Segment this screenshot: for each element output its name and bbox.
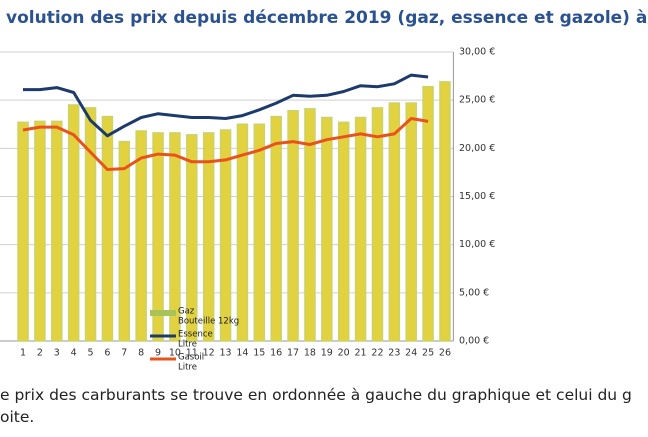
bar	[253, 123, 266, 342]
x-tick-label: 10	[169, 348, 181, 359]
bar	[371, 107, 384, 342]
x-tick-label: 14	[236, 348, 248, 359]
bar	[135, 130, 147, 342]
caption-line: e prix des carburants se trouve en ordon…	[0, 386, 632, 404]
bar	[287, 110, 299, 342]
bar	[67, 104, 80, 342]
bar	[169, 132, 181, 342]
y-tick-label: 10,00 €	[459, 239, 495, 250]
bar	[118, 140, 131, 342]
y-tick-label: 5,00 €	[459, 287, 489, 298]
x-tick-label: 26	[439, 348, 451, 359]
bar	[152, 132, 164, 342]
bar	[17, 121, 29, 342]
chart: volution des prix depuis décembre 2019 (…	[0, 8, 648, 373]
x-tick-label: 19	[321, 348, 333, 359]
bar	[321, 116, 333, 342]
bar	[186, 134, 198, 342]
bar	[337, 121, 350, 342]
x-tick-label: 11	[186, 348, 198, 359]
legend-label: Bouteille 12kg	[178, 317, 239, 327]
legend-swatch	[150, 310, 176, 316]
chart-title: volution des prix depuis décembre 2019 (…	[6, 8, 648, 28]
bar	[439, 81, 451, 342]
legend-label: Litre	[178, 363, 197, 373]
bar	[388, 102, 401, 342]
y-tick-label: 15,00 €	[459, 191, 495, 202]
x-tick-label: 25	[422, 348, 434, 359]
x-tick-label: 7	[121, 348, 127, 359]
bar	[219, 129, 232, 342]
bar	[422, 85, 434, 342]
y-tick-label: 0,00 €	[459, 336, 489, 347]
line	[23, 73, 429, 138]
x-tick-label: 24	[405, 348, 417, 359]
x-tick-label: 5	[88, 348, 94, 359]
y-tick-label: 25,00 €	[459, 95, 495, 106]
legend-label: Gaz	[178, 307, 195, 317]
line	[22, 117, 429, 171]
x-tick-label: 13	[220, 348, 232, 359]
bar	[405, 102, 417, 342]
y-tick-label: 20,00 €	[459, 143, 495, 154]
bar	[202, 132, 215, 342]
y-tick-label: 30,00 €	[459, 47, 495, 58]
x-tick-label: 15	[253, 348, 265, 359]
bar	[304, 108, 316, 342]
x-tick-label: 18	[304, 348, 316, 359]
x-tick-label: 12	[203, 348, 215, 359]
bar	[51, 120, 63, 342]
bar	[236, 123, 249, 342]
bar	[34, 120, 46, 342]
x-tick-label: 4	[71, 348, 77, 359]
x-tick-label: 9	[155, 348, 161, 359]
bar	[354, 116, 367, 342]
x-tick-label: 2	[37, 348, 43, 359]
x-tick-label: 20	[338, 348, 350, 359]
x-tick-label: 8	[138, 348, 144, 359]
legend-label: Essence	[178, 330, 213, 340]
x-tick-label: 6	[104, 348, 110, 359]
x-tick-label: 3	[54, 348, 60, 359]
bar	[84, 107, 97, 342]
bar	[270, 115, 282, 342]
x-tick-label: 21	[355, 348, 367, 359]
legend-label: Gasoil	[178, 353, 204, 363]
x-tick-label: 1	[20, 348, 26, 359]
x-tick-label: 16	[270, 348, 282, 359]
caption-line: oite.	[0, 408, 35, 426]
bar	[101, 115, 114, 342]
x-tick-label: 22	[371, 348, 383, 359]
legend-label: Litre	[178, 340, 197, 350]
x-tick-label: 23	[388, 348, 400, 359]
x-tick-label: 17	[287, 348, 299, 359]
